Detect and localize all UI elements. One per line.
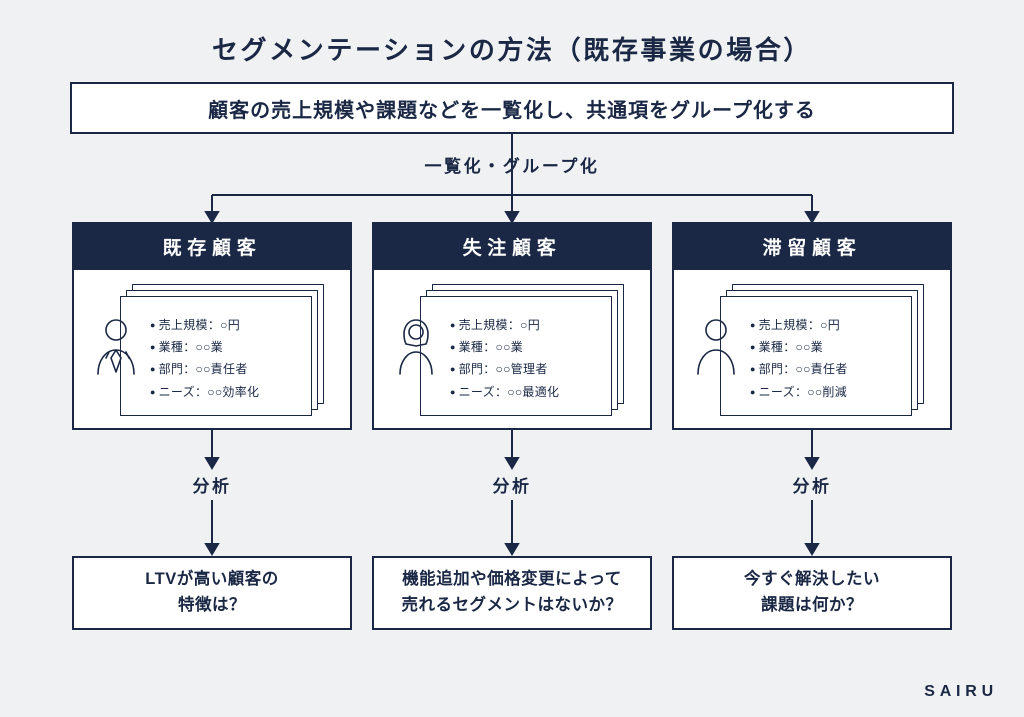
question-existing: LTVが高い顧客の特徴は？ (72, 556, 352, 630)
column-header: 失注顧客 (372, 222, 652, 270)
persona-bullets: 売上規模：○円 業種：○○業 部門：○○責任者 ニーズ：○○効率化 (150, 314, 259, 403)
column-stalled: 滞留顧客 売上規模：○円 業種：○○業 部門：○○責任者 ニーズ：○○削減 (672, 222, 952, 430)
page-title: セグメンテーションの方法（既存事業の場合） (0, 30, 1024, 67)
persona-bullets: 売上規模：○円 業種：○○業 部門：○○管理者 ニーズ：○○最適化 (450, 314, 559, 403)
column-body: 売上規模：○円 業種：○○業 部門：○○管理者 ニーズ：○○最適化 (372, 270, 652, 430)
persona-bullets: 売上規模：○円 業種：○○業 部門：○○責任者 ニーズ：○○削減 (750, 314, 848, 403)
analyze-label: 分析 (372, 472, 652, 497)
persona-woman-icon (394, 316, 438, 376)
brand-logo: SAIRU (924, 683, 998, 701)
question-stalled: 今すぐ解決したい課題は何か？ (672, 556, 952, 630)
column-body: 売上規模：○円 業種：○○業 部門：○○責任者 ニーズ：○○効率化 (72, 270, 352, 430)
column-lost: 失注顧客 売上規模：○円 業種：○○業 部門：○○管理者 ニーズ：○○最適化 (372, 222, 652, 430)
column-existing: 既存顧客 売上規模：○円 業種：○○業 部門：○○責任者 ニーズ：○○効率化 (72, 222, 352, 430)
analyze-label: 分析 (672, 472, 952, 497)
column-header: 滞留顧客 (672, 222, 952, 270)
question-lost: 機能追加や価格変更によって売れるセグメントはないか？ (372, 556, 652, 630)
analyze-label: 分析 (72, 472, 352, 497)
column-header: 既存顧客 (72, 222, 352, 270)
persona-plain-icon (694, 316, 738, 376)
persona-suit-icon (94, 316, 138, 376)
grouping-label: 一覧化・グループ化 (0, 152, 1024, 177)
top-summary-box: 顧客の売上規模や課題などを一覧化し、共通項をグループ化する (70, 82, 954, 134)
column-body: 売上規模：○円 業種：○○業 部門：○○責任者 ニーズ：○○削減 (672, 270, 952, 430)
